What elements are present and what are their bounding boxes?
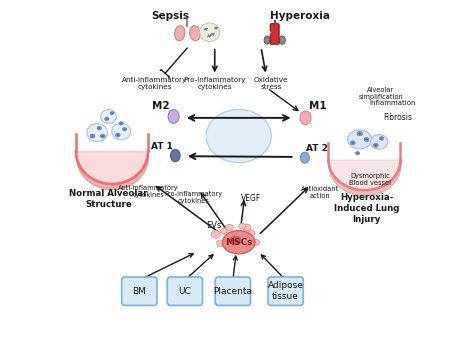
Ellipse shape xyxy=(111,112,113,114)
Ellipse shape xyxy=(347,130,372,149)
Text: Oxidative
stress: Oxidative stress xyxy=(254,77,289,90)
Ellipse shape xyxy=(374,144,377,146)
Ellipse shape xyxy=(279,36,285,44)
Ellipse shape xyxy=(379,137,384,140)
Ellipse shape xyxy=(190,26,200,41)
Ellipse shape xyxy=(356,151,360,155)
Ellipse shape xyxy=(371,135,388,149)
Ellipse shape xyxy=(119,121,123,125)
Ellipse shape xyxy=(112,123,131,140)
Text: Sepsis: Sepsis xyxy=(151,11,189,21)
Text: Anti-inflammatory
cytokines: Anti-inflammatory cytokines xyxy=(118,185,179,198)
Ellipse shape xyxy=(115,133,120,137)
FancyBboxPatch shape xyxy=(122,277,157,305)
Ellipse shape xyxy=(239,223,246,229)
FancyBboxPatch shape xyxy=(270,24,279,44)
Ellipse shape xyxy=(220,228,228,234)
Ellipse shape xyxy=(365,138,368,140)
Ellipse shape xyxy=(106,118,108,120)
Text: UC: UC xyxy=(179,287,191,296)
Text: AT 2: AT 2 xyxy=(306,144,328,153)
Ellipse shape xyxy=(90,134,95,138)
FancyBboxPatch shape xyxy=(215,277,251,305)
Ellipse shape xyxy=(226,224,233,230)
Ellipse shape xyxy=(100,134,105,138)
Ellipse shape xyxy=(350,141,356,145)
Text: Pro-inflammatory
cytokines: Pro-inflammatory cytokines xyxy=(183,77,246,90)
Ellipse shape xyxy=(171,149,180,162)
Ellipse shape xyxy=(374,143,378,147)
Ellipse shape xyxy=(206,109,271,163)
Ellipse shape xyxy=(122,127,127,131)
Ellipse shape xyxy=(174,26,185,41)
Text: O: O xyxy=(279,30,285,36)
Text: VEGF: VEGF xyxy=(241,194,262,203)
Ellipse shape xyxy=(100,110,117,123)
Ellipse shape xyxy=(101,135,104,137)
Text: AT 1: AT 1 xyxy=(151,142,173,151)
Ellipse shape xyxy=(352,142,354,144)
Ellipse shape xyxy=(243,224,251,231)
Ellipse shape xyxy=(264,36,270,44)
Ellipse shape xyxy=(222,230,255,254)
Ellipse shape xyxy=(300,111,311,125)
Text: Adipose
tissue: Adipose tissue xyxy=(268,281,303,301)
Text: M1: M1 xyxy=(309,101,326,111)
Ellipse shape xyxy=(358,132,361,135)
Ellipse shape xyxy=(357,131,363,136)
Ellipse shape xyxy=(168,110,179,123)
Ellipse shape xyxy=(98,127,100,129)
Ellipse shape xyxy=(105,117,109,121)
Ellipse shape xyxy=(229,236,241,245)
Ellipse shape xyxy=(301,152,310,163)
Text: Placenta: Placenta xyxy=(213,287,252,296)
Ellipse shape xyxy=(356,152,359,154)
Ellipse shape xyxy=(91,135,94,137)
Text: BM: BM xyxy=(132,287,146,296)
Text: Normal Alveolar
Structure: Normal Alveolar Structure xyxy=(69,189,148,209)
Ellipse shape xyxy=(381,138,383,139)
Text: Inflammation: Inflammation xyxy=(369,100,415,107)
Text: Hyperoxia: Hyperoxia xyxy=(270,11,330,21)
Text: EVs: EVs xyxy=(206,221,221,229)
Polygon shape xyxy=(76,151,148,184)
Text: Dysmorphic
Blood vessel: Dysmorphic Blood vessel xyxy=(349,173,391,186)
Ellipse shape xyxy=(97,126,101,130)
Text: Anti-inflammatory
cytokines: Anti-inflammatory cytokines xyxy=(122,77,187,90)
Text: M2: M2 xyxy=(152,101,170,111)
Ellipse shape xyxy=(117,134,119,136)
Text: Alveolar
simplification: Alveolar simplification xyxy=(358,87,403,100)
Text: MSCs: MSCs xyxy=(225,238,253,247)
Text: Fibrosis: Fibrosis xyxy=(383,113,412,122)
Ellipse shape xyxy=(87,124,108,141)
Ellipse shape xyxy=(110,111,114,115)
Text: Hyperoxia-
Induced Lung
Injury: Hyperoxia- Induced Lung Injury xyxy=(334,193,399,224)
Ellipse shape xyxy=(217,240,224,247)
Text: O: O xyxy=(264,30,270,36)
FancyBboxPatch shape xyxy=(268,277,303,305)
Ellipse shape xyxy=(120,122,122,124)
Ellipse shape xyxy=(252,239,260,245)
Polygon shape xyxy=(328,160,401,190)
Text: Antioxidant
action: Antioxidant action xyxy=(301,186,339,199)
FancyBboxPatch shape xyxy=(167,277,202,305)
Ellipse shape xyxy=(211,230,220,238)
Ellipse shape xyxy=(124,128,126,130)
Text: Pro-inflammatory
cytokines: Pro-inflammatory cytokines xyxy=(164,191,222,204)
Ellipse shape xyxy=(248,230,255,236)
Ellipse shape xyxy=(200,23,219,42)
Ellipse shape xyxy=(364,138,369,141)
